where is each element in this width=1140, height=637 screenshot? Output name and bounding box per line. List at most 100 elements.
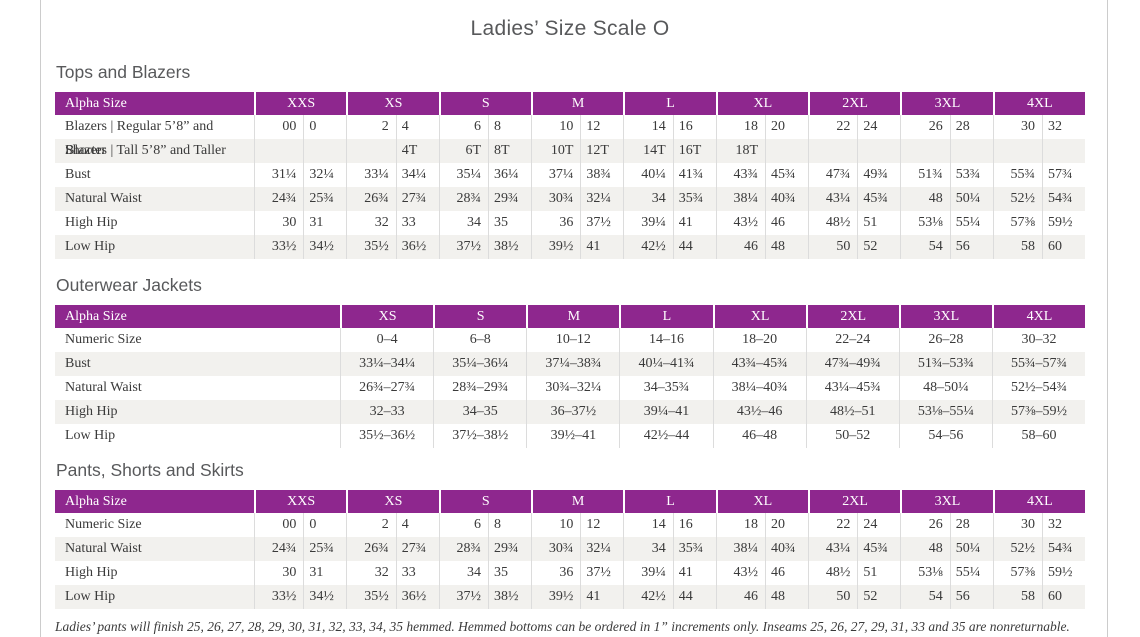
row-label: Blazers | Tall 5’8” and Taller — [65, 143, 226, 158]
table-cell: 32 — [1042, 513, 1085, 537]
table-cell: 32 — [374, 565, 389, 580]
table-cell: 35¾ — [672, 187, 716, 211]
table-cell: 30¾ — [548, 191, 574, 206]
size-pair: 30 32 — [992, 513, 1085, 537]
column-header: XXS — [254, 490, 347, 513]
table-cell: 28¾ — [456, 191, 482, 206]
header-label-cell: Alpha Size — [55, 490, 254, 513]
table-row: Blazers | Tall 5’8” and Taller 4T 6T 8T 10T 1… — [55, 139, 1085, 163]
table-cell: 35 — [488, 561, 531, 585]
table-cell: 32 — [1042, 115, 1085, 139]
table-cell: 28 — [949, 513, 993, 537]
table-cell: 34 — [651, 541, 666, 556]
table-cell: 25¾ — [303, 537, 346, 561]
table-cell: 48½ — [825, 565, 851, 580]
table-cell: 36 — [559, 565, 574, 580]
size-pair: 36 37½ — [530, 561, 623, 585]
table-cell: 36–37½ — [526, 400, 619, 424]
table-cell: 60 — [1042, 585, 1085, 609]
table-cell: 37½ — [580, 561, 623, 585]
size-pair: 33¼ 34¼ — [346, 163, 438, 187]
table-cell: 18T — [735, 143, 759, 158]
table-cell: 48–50¼ — [898, 376, 992, 400]
table-cell: 33½ — [271, 239, 297, 254]
size-pair: 33½ 34½ — [254, 585, 346, 609]
column-header: XS — [346, 490, 439, 513]
table-cell: 52 — [857, 585, 900, 609]
header-label-cell: Alpha Size — [55, 305, 340, 328]
table-cell: 39½ — [548, 589, 574, 604]
table-cell: 38½ — [488, 585, 531, 609]
table-cell: 34 — [651, 191, 666, 206]
size-pair: 34 35 — [438, 211, 531, 235]
table-cell: 8 — [488, 513, 531, 537]
column-header: M — [530, 92, 624, 115]
table-cell: 41¾ — [672, 163, 716, 187]
row-label: Natural Waist — [65, 541, 142, 556]
size-table-tops-and-blazers: Alpha Size XXS XS S M L XL 2XL 3XL 4XL Blazers | R… — [55, 92, 1085, 259]
table-cell: 32¼ — [303, 163, 346, 187]
size-pair: 39¼ 41 — [623, 561, 715, 585]
table-cell: 44 — [672, 585, 716, 609]
table-cell: 43¾ — [733, 167, 759, 182]
table-cell: 10T — [550, 143, 574, 158]
size-pair — [807, 139, 900, 163]
table-cell: 22 — [836, 119, 851, 134]
section-heading: Tops and Blazers — [56, 62, 191, 82]
section-outerwear-jackets: Outerwear Jackets Alpha Size XS S M L XL 2XL 3XL… — [55, 275, 1085, 448]
table-cell: 35½–36½ — [340, 424, 433, 448]
size-pair: 22 24 — [807, 115, 900, 139]
table-cell: 25¾ — [303, 187, 346, 211]
table-cell: 27¾ — [395, 187, 439, 211]
size-pair: 46 48 — [715, 235, 808, 259]
table-cell: 45¾ — [765, 163, 808, 187]
table-cell: 12 — [580, 115, 623, 139]
size-pair: 43¾ 45¾ — [715, 163, 808, 187]
table-cell: 0–4 — [340, 328, 433, 352]
table-cell: 57⅜ — [1010, 215, 1036, 230]
table-cell: 41 — [580, 585, 623, 609]
size-pair: 4T — [346, 139, 438, 163]
size-pair: 32 33 — [346, 211, 438, 235]
table-cell: 45¾ — [857, 537, 900, 561]
size-pair: 48½ 51 — [807, 561, 900, 585]
table-cell: 56 — [949, 585, 993, 609]
table-cell: 38¼ — [733, 541, 759, 556]
table-cell: 00 — [282, 517, 297, 532]
table-cell: 12 — [580, 513, 623, 537]
table-cell: 41 — [580, 235, 623, 259]
size-pair: 42½ 44 — [623, 585, 715, 609]
page-edge-left — [40, 0, 41, 637]
table-cell: 10 — [559, 119, 574, 134]
table-cell: 47¾–49¾ — [805, 352, 899, 376]
table-cell: 34–35¾ — [619, 376, 712, 400]
table-cell — [255, 139, 303, 163]
table-row: High Hip 30 31 32 33 34 35 36 37½ 39¼ 41 43½ 46 48½ 51… — [55, 211, 1085, 235]
size-pair: 18 20 — [715, 513, 808, 537]
size-pair: 43½ 46 — [715, 561, 808, 585]
size-pair: 40¼ 41¾ — [623, 163, 715, 187]
size-pair: 50 52 — [807, 235, 900, 259]
size-pair: 55¾ 57¾ — [992, 163, 1085, 187]
table-cell: 51 — [857, 211, 900, 235]
table-cell: 26 — [928, 517, 943, 532]
size-pair: 39½ 41 — [530, 585, 623, 609]
size-pair: 37½ 38½ — [438, 585, 531, 609]
table-cell: 47¾ — [825, 167, 851, 182]
table-cell: 16 — [672, 513, 716, 537]
table-cell: 27¾ — [395, 537, 439, 561]
table-row: Low Hip 33½ 34½ 35½ 36½ 37½ 38½ 39½ 41 42½ 44 46 48 5… — [55, 235, 1085, 259]
table-row: High Hip 30 31 32 33 34 35 36 37½ 39¼ 41 43½ 46 48½ 51… — [55, 561, 1085, 585]
table-cell: 39¼–41 — [619, 400, 712, 424]
table-cell: 36¼ — [488, 163, 531, 187]
column-header: XL — [715, 490, 808, 513]
section-heading: Outerwear Jackets — [56, 275, 202, 295]
column-header: XL — [712, 305, 806, 328]
size-pair: 43¼ 45¾ — [807, 537, 900, 561]
table-cell: 37½–38½ — [433, 424, 526, 448]
table-cell: 35¼ — [456, 167, 482, 182]
row-label: High Hip — [65, 565, 118, 580]
column-header: 4XL — [992, 92, 1085, 115]
table-cell: 53⅛ — [918, 565, 943, 580]
